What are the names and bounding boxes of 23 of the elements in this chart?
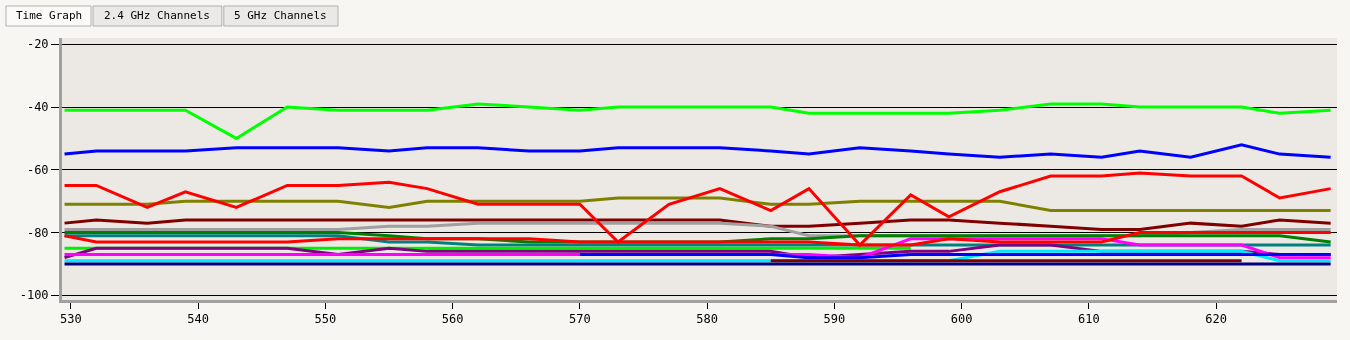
- x-tick-label: 610: [1078, 312, 1100, 327]
- y-tick-label: -20: [26, 37, 49, 52]
- x-tick-label: 590: [823, 312, 846, 327]
- x-tick-label: 540: [187, 312, 209, 327]
- x-tick-label: 530: [60, 312, 82, 327]
- text: 5 GHz Channels: [234, 9, 327, 22]
- y-tick-label: -80: [26, 225, 49, 240]
- x-tick-label: 550: [314, 312, 337, 327]
- line-series: [63, 102, 1333, 140]
- y-tick-label: -40: [26, 100, 49, 115]
- x-tick-label: 570: [569, 312, 591, 327]
- x-tick-label: 580: [696, 312, 718, 327]
- line-series: [63, 143, 1333, 159]
- x-tick-label: 600: [950, 312, 973, 327]
- line-series: [63, 218, 1333, 231]
- y-tick-label: -60: [26, 162, 49, 177]
- x-tick-label: 560: [441, 312, 464, 327]
- text: 2.4 GHz Channels: [104, 9, 210, 22]
- text: Time Graph: [16, 9, 83, 22]
- y-tick-label: -100: [19, 288, 49, 303]
- line-series: [63, 171, 1333, 247]
- x-tick-label: 620: [1205, 312, 1227, 327]
- line-series: [63, 196, 1333, 213]
